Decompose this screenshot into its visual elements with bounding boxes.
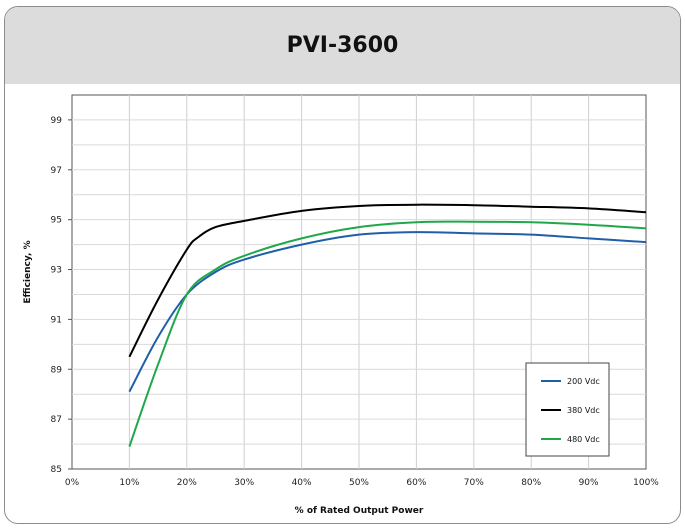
efficiency-chart: 0% 10% 20% 30% 40% 50% 60% 70% 80% 90% 100% 85 87 89… bbox=[23, 94, 659, 516]
series-line-2 bbox=[128, 220, 647, 447]
x-tick-label: 100% bbox=[633, 478, 659, 488]
chart-title: PVI-3600 bbox=[286, 33, 399, 58]
y-tick-label: 89 bbox=[51, 365, 63, 375]
x-tick-label: 0% bbox=[65, 478, 80, 488]
legend-label: 380 Vdc bbox=[567, 406, 600, 415]
y-tick-label: 91 bbox=[51, 315, 62, 325]
y-tick-label: 93 bbox=[51, 266, 62, 276]
x-tick-label: 90% bbox=[579, 478, 599, 488]
x-axis-ticks: 0% 10% 20% 30% 40% 50% 60% 70% 80% 90% 100% bbox=[65, 478, 659, 488]
legend-label: 480 Vdc bbox=[567, 435, 600, 444]
x-tick-label: 50% bbox=[349, 478, 369, 488]
x-tick-label: 20% bbox=[177, 478, 197, 488]
series-lines bbox=[128, 203, 647, 447]
y-tick-label: 85 bbox=[51, 465, 62, 475]
x-tick-label: 80% bbox=[521, 478, 541, 488]
y-tick-label: 97 bbox=[51, 166, 62, 176]
x-tick-label: 10% bbox=[119, 478, 139, 488]
y-tick-label: 87 bbox=[51, 415, 62, 425]
series-line-1 bbox=[128, 203, 647, 358]
x-tick-label: 70% bbox=[464, 478, 484, 488]
chart-header: PVI-3600 bbox=[5, 7, 680, 84]
legend: 200 Vdc 380 Vdc 480 Vdc bbox=[525, 362, 610, 457]
x-axis-label: % of Rated Output Power bbox=[295, 506, 424, 516]
legend-box bbox=[525, 362, 610, 457]
x-tick-label: 60% bbox=[406, 478, 426, 488]
y-tick-label: 95 bbox=[51, 216, 62, 226]
y-axis-label: Efficiency, % bbox=[23, 240, 33, 303]
legend-label: 200 Vdc bbox=[567, 377, 600, 386]
y-axis-ticks: 85 87 89 91 93 95 97 99 bbox=[51, 116, 72, 475]
y-tick-label: 99 bbox=[51, 116, 63, 126]
x-tick-label: 40% bbox=[292, 478, 312, 488]
x-tick-label: 30% bbox=[234, 478, 254, 488]
grid-lines bbox=[71, 94, 647, 470]
chart-card: PVI-3600 0% 10% 20% 30% 40% 50% 60% 70% 80% 90% 10… bbox=[4, 6, 681, 524]
